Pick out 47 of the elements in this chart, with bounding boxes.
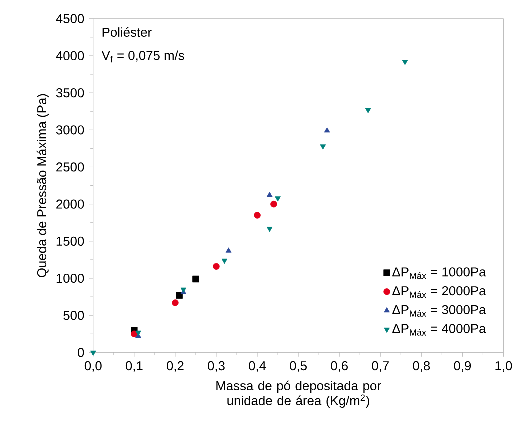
x-tick-label: 0,5 [290,361,307,372]
x-tick-label: 0,9 [454,361,472,372]
x-tick-label: 0,2 [166,361,184,372]
point [324,127,330,133]
legend-label: ΔP$_{Máx}$ = 3000Pa [392,305,486,317]
point [192,276,200,283]
point [172,300,179,306]
point [275,196,281,202]
legend-label: ΔP$_{Máx}$ = 2000Pa [392,286,486,298]
x-tick-label: 0,1 [126,361,143,372]
point [136,330,142,336]
point [254,212,261,219]
point [266,192,273,198]
x-tick-label: 0,6 [331,361,348,372]
y-tick-label: 1500 [56,236,84,246]
x-tick-label: 0,0 [84,361,102,372]
point [213,263,220,270]
y-axis-title: Queda de Pressão Máxima (Pa) [36,94,50,278]
point [131,330,138,338]
point [402,60,408,66]
annotation: V$_{f}$ = 0,075 m/s [102,50,184,63]
x-axis-title: Massa de pó depositada por unidade de área (Kg/m$^{2}$) [216,380,382,408]
y-tick-label: 4000 [56,51,84,60]
y-tick-label: 3500 [56,88,84,98]
point [266,226,273,232]
x-tick-label: 0,4 [249,361,266,372]
point [90,350,96,356]
legend-label: ΔP$_{Máx}$ = 1000Pa [392,267,486,280]
point [222,258,228,264]
x-tick-label: 0,7 [372,361,389,372]
y-tick-label: 2500 [56,162,84,172]
x-tick-label: 0,3 [208,361,225,372]
point [365,108,372,114]
legend-label: ΔP$_{Máx}$ = 4000Pa [392,324,486,336]
x-tick-label: 1,0 [496,361,512,372]
point [226,248,232,253]
y-tick-label: 4500 [56,14,84,24]
point [176,292,183,299]
annotation: Poliéster [102,27,152,37]
point [320,144,326,150]
x-tick-label: 0,8 [413,361,430,372]
y-tick-label: 0 [78,348,84,358]
y-tick-label: 3000 [56,125,84,135]
y-tick-label: 2000 [56,200,84,209]
point [270,200,278,208]
y-tick-label: 1000 [56,274,84,284]
y-tick-label: 500 [64,310,84,320]
